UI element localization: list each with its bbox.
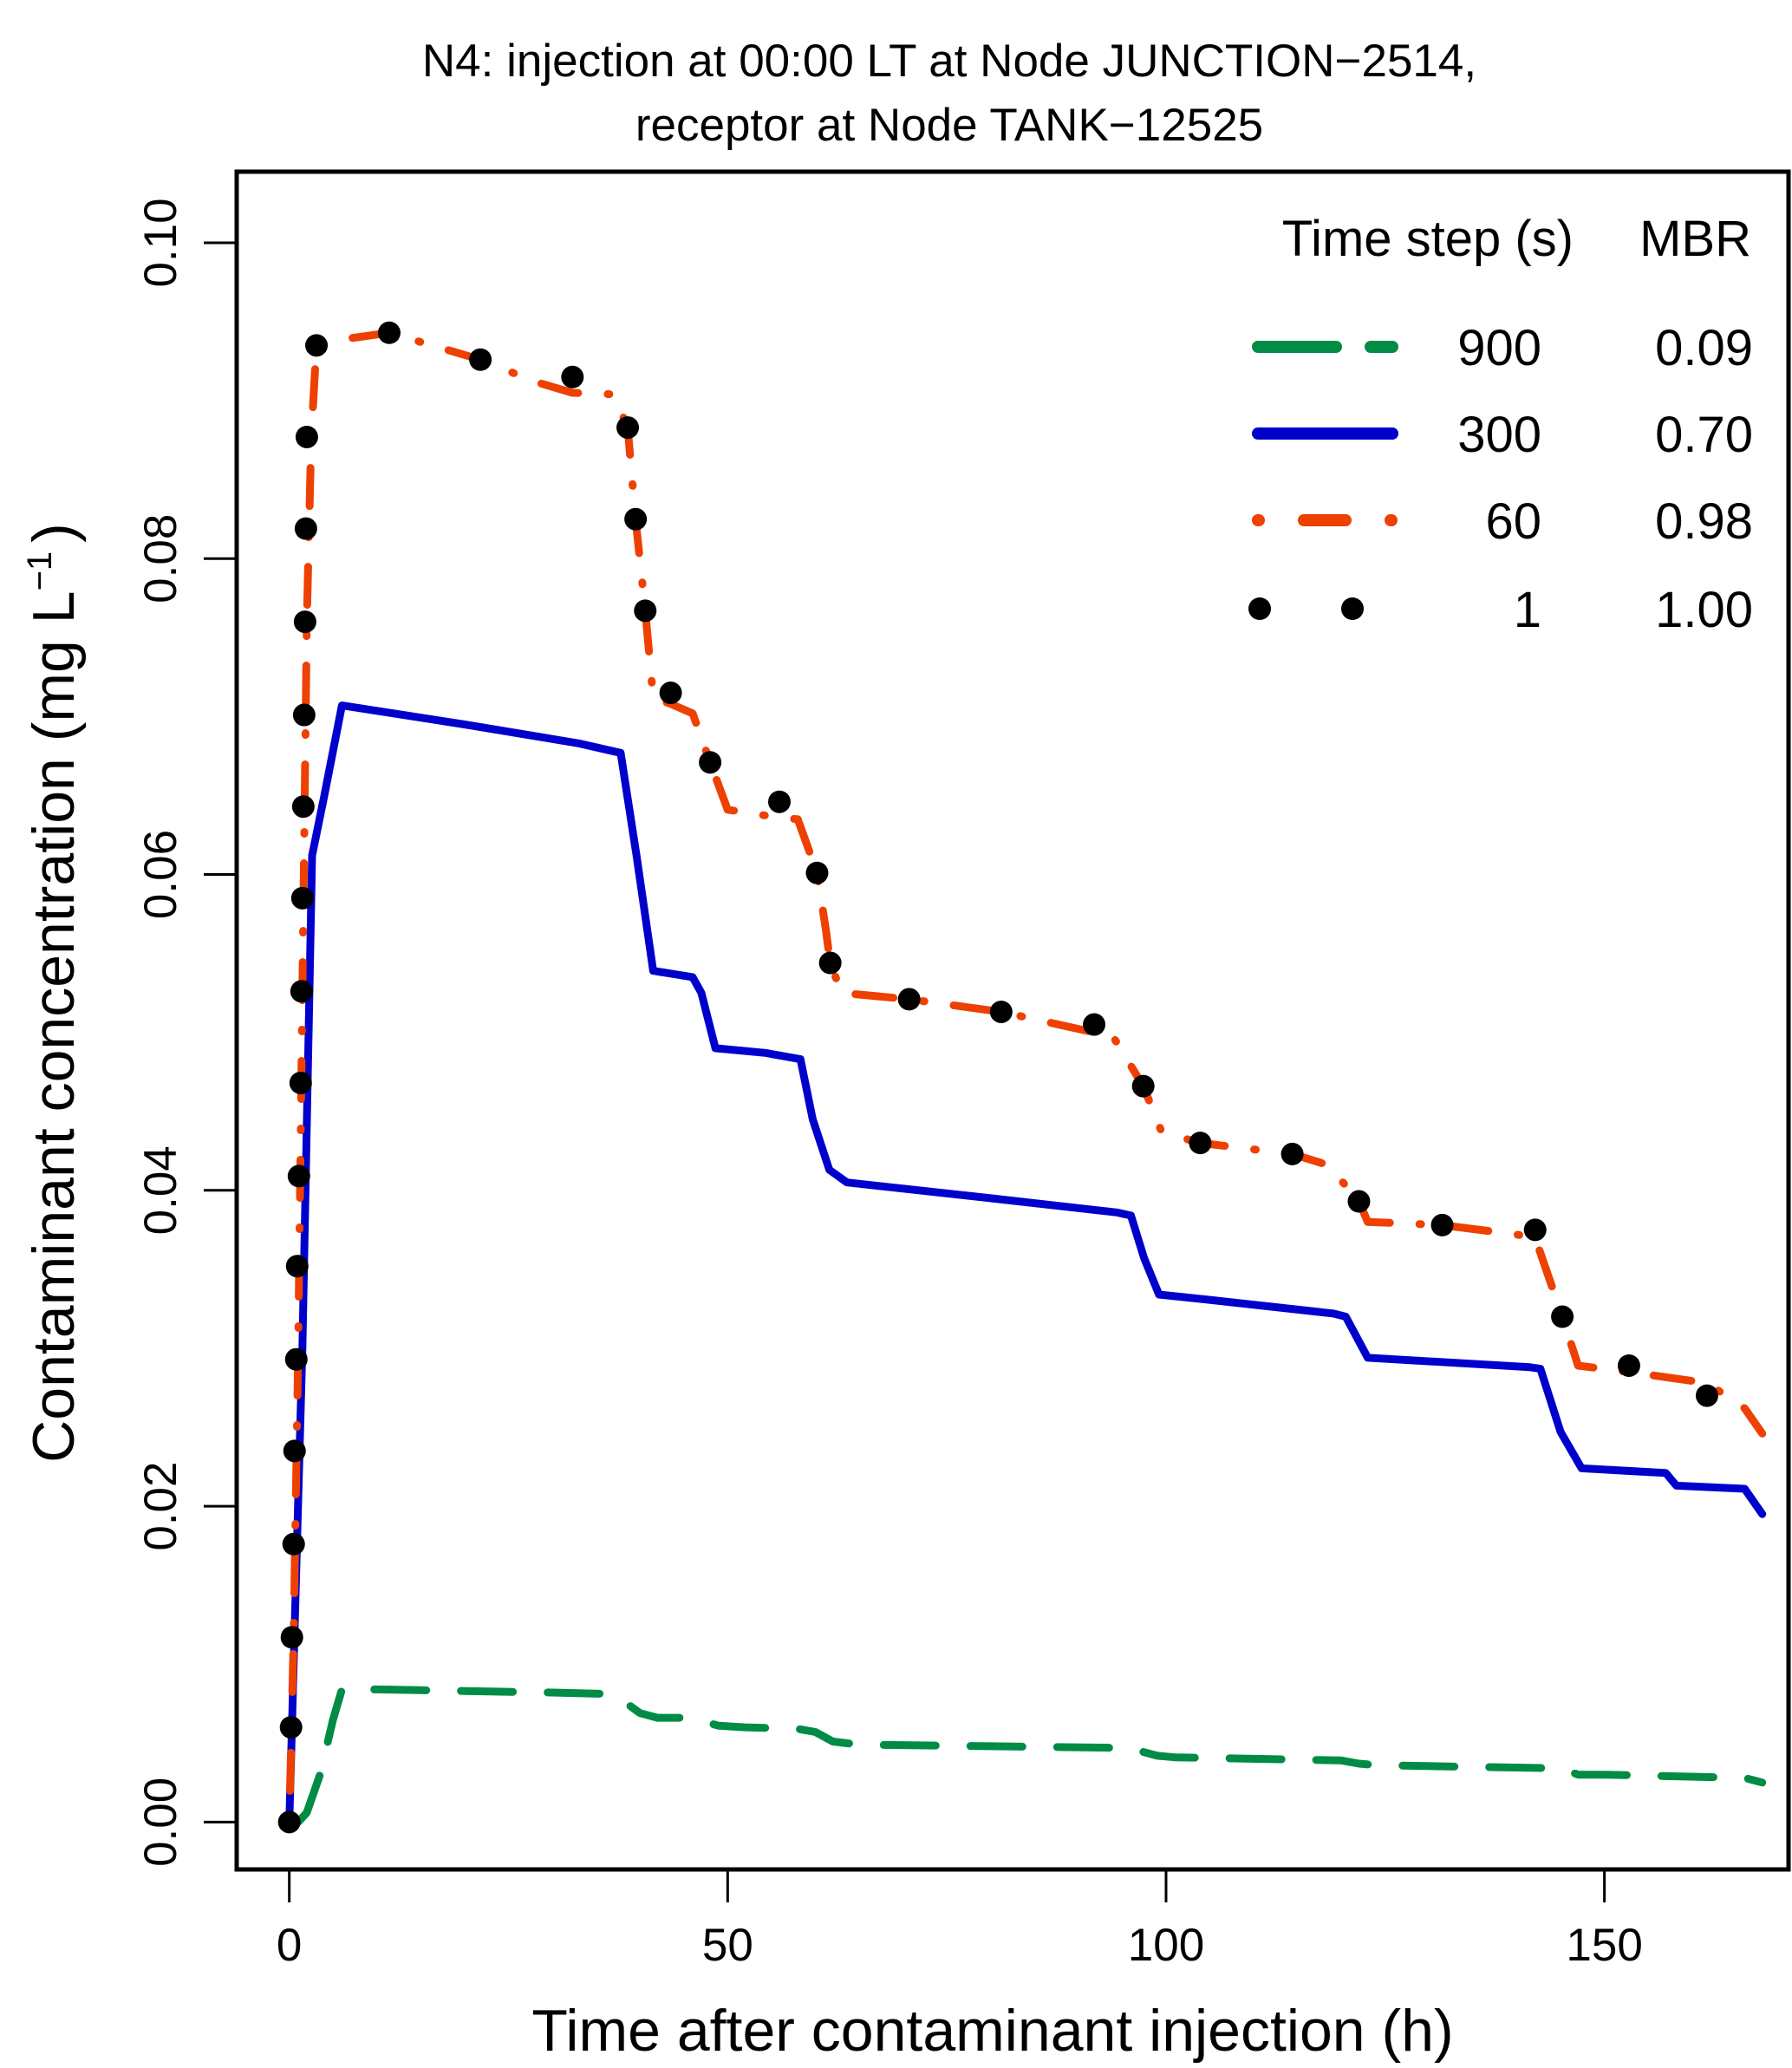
- legend-point-symbol: [1248, 597, 1271, 620]
- legend-mbr: 0.09: [1655, 320, 1753, 376]
- y-axis: 0.00 0.02 0.04 0.06 0.08 0.10: [135, 198, 237, 1867]
- data-point: [294, 517, 317, 540]
- data-point: [818, 951, 842, 975]
- y-tick-label: 0.04: [135, 1145, 186, 1235]
- legend-item: 300 0.70: [1252, 407, 1753, 463]
- legend-timestep: 900: [1457, 320, 1541, 376]
- data-point: [292, 703, 316, 727]
- y-tick-label: 0.08: [135, 514, 186, 603]
- series-line-900-s: [294, 1685, 1767, 1826]
- legend-timestep: 60: [1485, 493, 1541, 550]
- data-point: [1083, 1013, 1106, 1036]
- legend-item: 900 0.09: [1252, 320, 1753, 376]
- legend-mbr: 0.70: [1655, 407, 1753, 463]
- data-point: [1280, 1142, 1304, 1165]
- data-point: [290, 886, 314, 910]
- data-point: [989, 1000, 1013, 1023]
- series-line-300-s: [285, 701, 1767, 1826]
- data-point: [289, 1071, 312, 1094]
- series-points-1-s: [277, 321, 1718, 1834]
- data-point: [659, 682, 682, 705]
- legend-timestep: 1: [1514, 582, 1541, 638]
- y-tick-label: 0.06: [135, 830, 186, 919]
- legend-mbr: 0.98: [1655, 493, 1753, 550]
- data-point: [897, 988, 921, 1011]
- y-tick-label: 0.00: [135, 1778, 186, 1867]
- x-tick-label: 50: [702, 1920, 753, 1971]
- chart-title: N4: injection at 00:00 LT at Node JUNCTI…: [422, 36, 1476, 87]
- x-axis: 0 50 100 150: [277, 1869, 1643, 1971]
- data-point: [1347, 1190, 1371, 1213]
- legend-mbr: 1.00: [1655, 582, 1753, 638]
- data-point: [1189, 1132, 1212, 1155]
- y-axis-label: Contaminant concentration (mg L−1): [21, 523, 87, 1463]
- series-line-60-s: [285, 329, 1767, 1826]
- data-point: [377, 321, 401, 344]
- data-point: [282, 1532, 305, 1556]
- x-axis-label: Time after contaminant injection (h): [531, 1998, 1453, 2064]
- data-point: [287, 1164, 310, 1188]
- data-point: [280, 1626, 303, 1649]
- data-point: [293, 610, 316, 634]
- legend-header-timestep: Time step (s): [1282, 211, 1574, 267]
- x-tick-label: 100: [1128, 1920, 1204, 1971]
- legend-item: 1 1.00: [1248, 582, 1753, 638]
- y-tick-label: 0.02: [135, 1462, 186, 1551]
- data-point: [469, 348, 492, 371]
- x-tick-label: 0: [277, 1920, 302, 1971]
- data-point: [279, 1716, 303, 1739]
- plot-frame: [234, 169, 1791, 1872]
- data-point: [284, 1347, 308, 1371]
- y-axis-label-main: Contaminant concentration (mg L: [21, 590, 87, 1462]
- legend-point-symbol: [1341, 597, 1364, 620]
- data-point: [624, 507, 648, 531]
- data-point: [290, 980, 313, 1003]
- data-point: [291, 795, 315, 819]
- data-point: [285, 1255, 309, 1278]
- y-tick-label: 0.10: [135, 198, 186, 287]
- data-point: [1617, 1354, 1640, 1377]
- data-point: [634, 599, 657, 623]
- data-point: [699, 751, 722, 774]
- y-axis-label-superscript: −1: [21, 551, 59, 591]
- data-point: [1551, 1305, 1574, 1328]
- series-layer: [277, 321, 1767, 1834]
- data-point: [1131, 1074, 1155, 1098]
- data-point: [1695, 1384, 1718, 1407]
- data-point: [767, 790, 791, 813]
- legend-item: 60 0.98: [1252, 493, 1753, 550]
- data-point: [561, 365, 584, 388]
- data-point: [295, 425, 318, 448]
- x-tick-label: 150: [1566, 1920, 1642, 1971]
- legend-header-mbr: MBR: [1639, 211, 1751, 267]
- legend-timestep: 300: [1457, 407, 1541, 463]
- data-point: [805, 861, 829, 884]
- data-point: [277, 1810, 301, 1834]
- data-point: [283, 1439, 306, 1463]
- data-point: [1430, 1213, 1454, 1236]
- data-point: [305, 334, 329, 357]
- y-axis-label-close: ): [21, 523, 87, 543]
- chart-subtitle: receptor at Node TANK−12525: [635, 100, 1263, 151]
- data-point: [616, 416, 640, 440]
- data-point: [1523, 1218, 1547, 1242]
